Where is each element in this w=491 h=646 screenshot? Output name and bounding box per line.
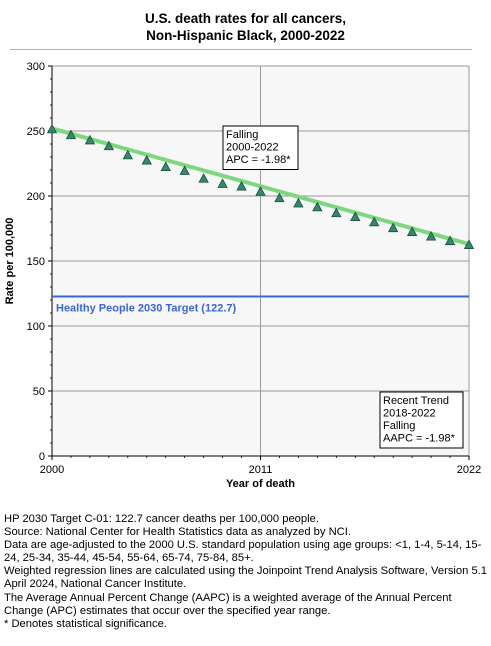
death-rate-chart: 0 50 100 150 200 250 300 2000 2011 2022 Healthy Pe… [4,61,481,490]
footnote-regression: Weighted regression lines are calculated… [4,565,487,591]
x-axis-title: Year of death [226,478,295,490]
title-divider [10,49,472,50]
data-point [312,201,323,212]
y-tick-label: 150 [27,256,45,268]
footnote-aapc: The Average Annual Percent Change (AAPC)… [4,591,452,617]
data-point [217,178,228,188]
trend-annotation-box [222,125,299,170]
y-tick-label: 200 [27,191,45,203]
data-point [160,161,171,171]
x-tick-label: 2000 [40,464,64,476]
recent-trend-annotation-line: Recent Trend [383,395,449,407]
data-point [463,239,475,249]
recent-trend-annotation-line: AAPC = -1.98* [383,433,456,445]
data-point [122,149,133,160]
chart-title-line-2: Non-Hispanic Black, 2000-2022 [146,28,345,43]
recent-trend-annotation-line: Falling [383,420,415,432]
data-point [388,222,399,233]
target-label: Healthy People 2030 Target (122.7) [56,302,236,314]
data-point [293,197,304,208]
data-point [65,129,77,140]
recent-trend-annotation-line: 2018-2022 [383,408,436,420]
footnote-age-adjusted: Data are age-adjusted to the 2000 U.S. s… [4,539,482,565]
data-point [179,165,190,175]
x-tick-label: 2011 [249,464,273,476]
chart-title-line-1: U.S. death rates for all cancers, [144,11,347,26]
data-point [198,173,209,183]
y-tick-label: 250 [27,126,45,138]
y-tick-label: 50 [33,386,45,398]
y-tick-label: 100 [27,321,45,333]
data-point [406,226,418,236]
data-point [369,216,380,227]
data-point [331,207,342,218]
recent-trend-annotation-box [379,391,464,449]
data-point [350,211,361,222]
y-axis-title: Rate per 100,000 [4,218,16,305]
data-point [236,180,247,191]
y-tick-label: 300 [27,61,45,73]
trend-annotation-line: 2000-2022 [226,142,279,154]
data-point [84,134,96,145]
trend-annotation-line: Falling [226,129,258,141]
data-point [46,123,58,134]
data-point [444,235,456,246]
data-point [255,186,266,196]
footnote-hp2030: HP 2030 Target C-01: 122.7 cancer deaths… [4,513,319,525]
data-point [425,230,437,241]
chart-title: U.S. death rates for all cancers, Non-Hi… [0,10,491,44]
footnote-significance: * Denotes statistical significance. [4,617,167,630]
data-point [141,154,152,165]
footnote-source: Source: National Center for Health Stati… [4,526,351,539]
trend-annotation-line: APC = -1.98* [226,154,291,166]
x-tick-label: 2022 [457,464,481,476]
data-point [274,192,285,203]
footnotes: HP 2030 Target C-01: 122.7 cancer deaths… [4,513,488,631]
y-tick-label: 0 [39,451,45,463]
data-point [103,140,115,151]
